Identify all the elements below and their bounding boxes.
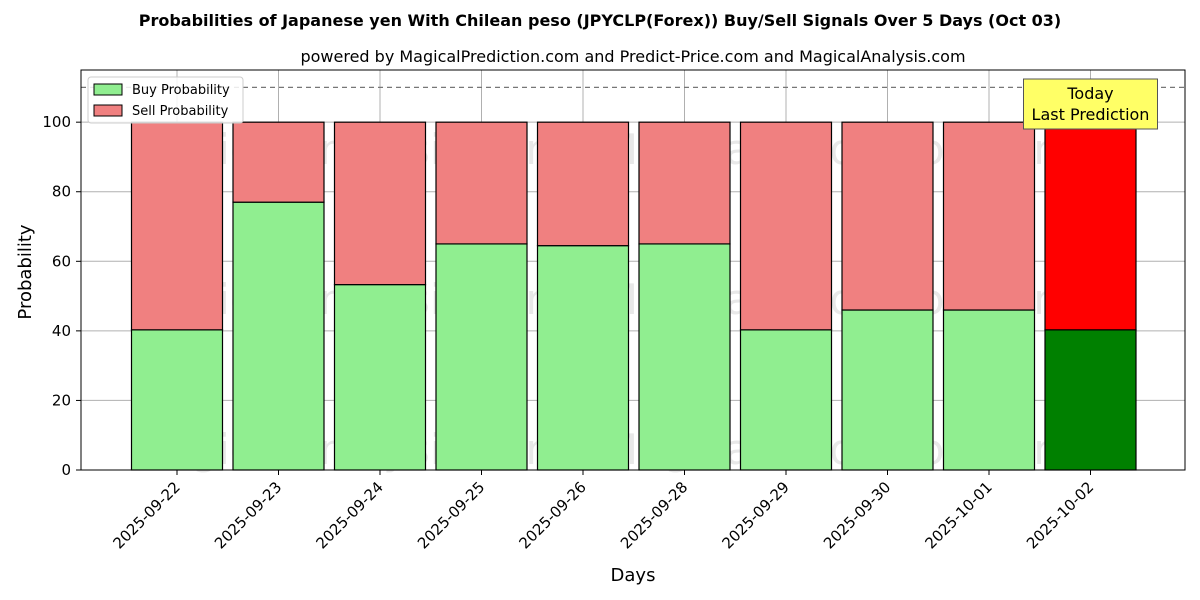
x-tick-label: 2025-09-25: [414, 478, 488, 552]
bar-buy: [232, 201, 325, 471]
today-annotation: Today Last Prediction: [1023, 78, 1158, 130]
legend-label: Sell Probability: [132, 104, 229, 119]
bar-buy: [739, 329, 833, 471]
bar-buy: [536, 245, 630, 471]
legend-swatch: [93, 83, 123, 96]
x-tick-label: 2025-09-29: [718, 478, 792, 552]
bar-sell: [942, 121, 1036, 311]
y-ticks: 0 20 40 60 80 100: [42, 113, 81, 479]
bar-sell: [232, 121, 325, 203]
x-tick-label: 2025-09-22: [109, 478, 183, 552]
x-tick-label: 2025-09-26: [515, 478, 589, 552]
legend-label: Buy Probability: [132, 83, 230, 98]
bar-sell: [536, 121, 630, 247]
x-ticks: 2025-09-22 2025-09-23 2025-09-24 2025-09-25…: [109, 470, 1097, 552]
x-axis-label: Days: [611, 565, 656, 586]
legend: Buy Probability Sell Probability: [87, 76, 244, 124]
y-tick-label: 100: [42, 113, 71, 131]
bar-sell: [638, 121, 731, 245]
bar-sell: [841, 121, 934, 311]
y-tick-label: 60: [52, 252, 71, 270]
bar-sell: [333, 121, 427, 286]
x-tick-label: 2025-10-01: [921, 478, 995, 552]
today-text-line: Today: [1066, 84, 1113, 103]
legend-swatch: [93, 104, 123, 117]
y-tick-label: 0: [61, 461, 71, 479]
x-tick-label: 2025-09-23: [211, 478, 285, 552]
y-axis-label: Probability: [15, 224, 36, 319]
bar-buy: [130, 329, 224, 471]
bar-buy: [841, 309, 934, 471]
x-tick-label: 2025-09-28: [617, 478, 691, 552]
bar-sell: [1044, 121, 1137, 331]
today-box: [1023, 78, 1158, 130]
bar-sell: [130, 121, 224, 331]
bar-buy: [435, 243, 528, 471]
x-tick-label: 2025-10-02: [1023, 478, 1097, 552]
bar-sell: [435, 121, 528, 245]
bar-buy: [1044, 329, 1137, 471]
bar-buy: [638, 243, 731, 471]
x-tick-label: 2025-09-30: [820, 478, 894, 552]
axes: [80, 69, 1186, 471]
chart-subtitle: powered by MagicalPrediction.com and Pre…: [300, 47, 965, 66]
y-tick-label: 20: [52, 391, 71, 409]
y-tick-label: 40: [52, 322, 71, 340]
plot-frame: [80, 69, 1186, 471]
bar-buy: [942, 309, 1036, 471]
y-tick-label: 80: [52, 183, 71, 201]
bar-sell: [739, 121, 833, 331]
bars: [130, 121, 1137, 471]
today-text-line: Last Prediction: [1032, 105, 1150, 124]
chart-title: Probabilities of Japanese yen With Chile…: [139, 11, 1062, 30]
x-tick-label: 2025-09-24: [312, 478, 386, 552]
bar-buy: [333, 284, 427, 471]
legend-box: [87, 76, 244, 124]
